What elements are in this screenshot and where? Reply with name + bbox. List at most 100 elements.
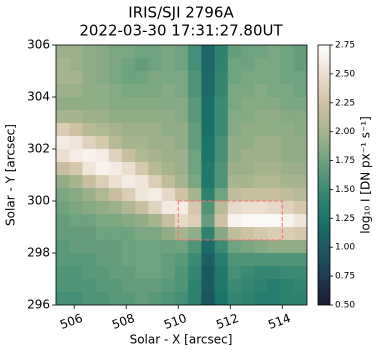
pixel bbox=[95, 292, 110, 305]
chart-title: IRIS/SJI 2796A bbox=[128, 4, 234, 22]
pixel bbox=[69, 162, 83, 176]
pixel bbox=[267, 292, 282, 305]
pixel bbox=[161, 71, 176, 85]
pixel bbox=[69, 266, 83, 280]
pixel bbox=[280, 188, 295, 202]
pixel bbox=[201, 266, 216, 280]
pixel bbox=[148, 123, 163, 137]
y-tick-label: 304 bbox=[27, 90, 50, 104]
pixel bbox=[267, 188, 282, 202]
plot-frame bbox=[55, 44, 308, 306]
pixel bbox=[95, 162, 110, 176]
pixel bbox=[148, 201, 163, 215]
pixel bbox=[240, 292, 255, 305]
pixel bbox=[254, 266, 268, 280]
pixel bbox=[293, 110, 307, 124]
pixel bbox=[135, 123, 149, 137]
pixel bbox=[280, 97, 295, 111]
pixel bbox=[69, 123, 83, 137]
pixel bbox=[161, 110, 176, 124]
y-tick-label: 300 bbox=[27, 194, 50, 208]
pixel bbox=[174, 97, 189, 111]
pixel bbox=[174, 58, 189, 72]
pixel bbox=[95, 266, 110, 280]
pixel bbox=[240, 149, 255, 163]
pixel bbox=[161, 188, 176, 202]
pixel bbox=[201, 110, 216, 124]
pixel bbox=[69, 253, 83, 267]
pixel bbox=[161, 175, 176, 189]
pixel bbox=[82, 136, 97, 150]
pixel bbox=[188, 58, 202, 72]
pixel bbox=[95, 45, 110, 59]
pixel bbox=[122, 149, 136, 163]
colorbar-tick-label: 1.00 bbox=[335, 243, 355, 253]
pixel bbox=[135, 110, 149, 124]
pixel bbox=[280, 149, 295, 163]
pixel bbox=[201, 149, 216, 163]
pixel bbox=[293, 71, 307, 85]
pixel bbox=[254, 214, 268, 228]
pixel bbox=[240, 175, 255, 189]
pixel bbox=[254, 136, 268, 150]
pixel bbox=[108, 149, 123, 163]
pixel bbox=[240, 58, 255, 72]
pixel bbox=[174, 71, 189, 85]
pixel bbox=[227, 123, 242, 137]
pixel bbox=[214, 266, 229, 280]
pixel bbox=[82, 292, 97, 305]
pixel bbox=[82, 253, 97, 267]
pixel bbox=[161, 227, 176, 241]
pixel bbox=[56, 136, 70, 150]
pixel bbox=[227, 110, 242, 124]
pixel bbox=[69, 279, 83, 293]
pixel bbox=[240, 123, 255, 137]
pixel bbox=[174, 279, 189, 293]
pixel bbox=[280, 162, 295, 176]
pixel bbox=[174, 292, 189, 305]
pixel bbox=[148, 110, 163, 124]
pixel bbox=[240, 227, 255, 241]
pixel bbox=[148, 84, 163, 98]
pixel bbox=[201, 45, 216, 59]
pixel bbox=[188, 253, 202, 267]
pixel bbox=[69, 175, 83, 189]
pixel bbox=[188, 188, 202, 202]
pixel bbox=[122, 240, 136, 254]
colorbar-tick-label: 1.25 bbox=[335, 214, 355, 224]
pixel bbox=[254, 188, 268, 202]
pixel bbox=[240, 188, 255, 202]
pixel bbox=[69, 97, 83, 111]
pixel bbox=[280, 71, 295, 85]
pixel bbox=[69, 45, 83, 59]
pixel bbox=[56, 45, 70, 59]
pixel bbox=[214, 149, 229, 163]
pixel bbox=[188, 136, 202, 150]
pixel bbox=[214, 188, 229, 202]
pixel bbox=[267, 162, 282, 176]
pixel bbox=[254, 227, 268, 241]
pixel bbox=[122, 292, 136, 305]
y-tick-label: 298 bbox=[27, 246, 50, 260]
pixel bbox=[82, 227, 97, 241]
pixel bbox=[135, 45, 149, 59]
pixel bbox=[240, 71, 255, 85]
pixel bbox=[267, 214, 282, 228]
pixel bbox=[240, 97, 255, 111]
pixel bbox=[69, 240, 83, 254]
pixel bbox=[82, 201, 97, 215]
pixel bbox=[82, 110, 97, 124]
x-axis-label: Solar - X [arcsec] bbox=[130, 333, 233, 347]
pixel bbox=[293, 201, 307, 215]
pixel bbox=[56, 84, 70, 98]
pixel bbox=[122, 201, 136, 215]
pixel bbox=[174, 253, 189, 267]
pixel bbox=[174, 227, 189, 241]
pixel bbox=[161, 45, 176, 59]
pixel bbox=[227, 201, 242, 215]
pixel bbox=[214, 253, 229, 267]
pixel bbox=[201, 201, 216, 215]
pixel bbox=[267, 201, 282, 215]
pixel bbox=[201, 292, 216, 305]
pixel bbox=[267, 279, 282, 293]
